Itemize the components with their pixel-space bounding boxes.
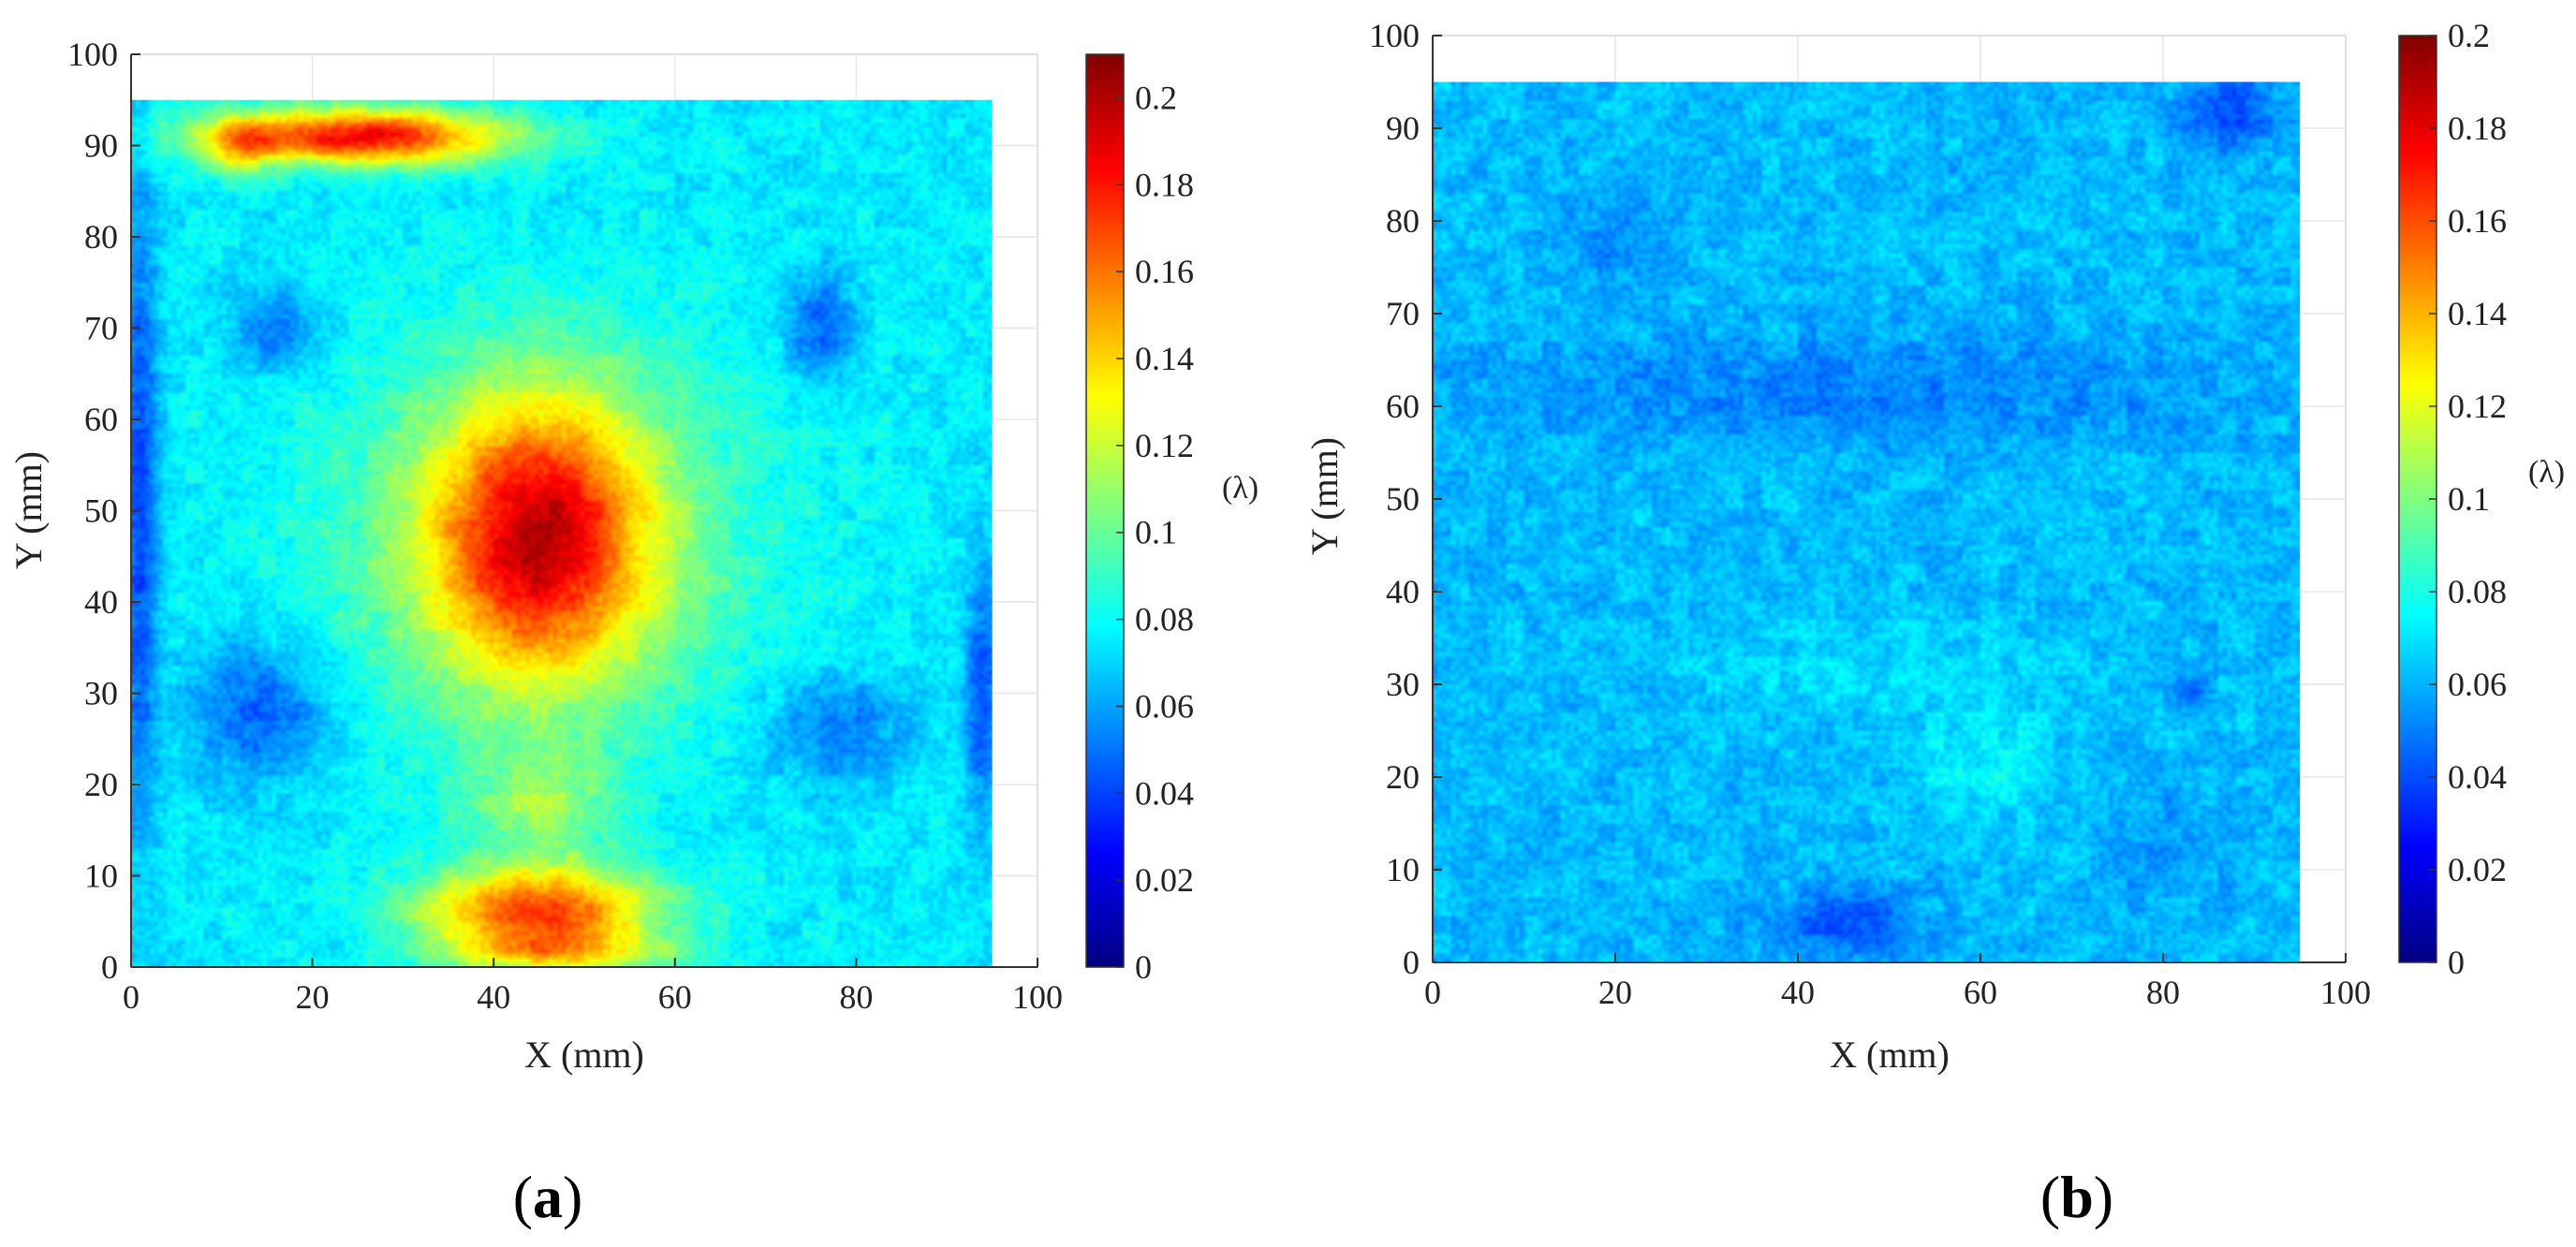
colorbar-tick-label: 0 [1135,948,1152,986]
panel-letter-b: b [2060,1164,2094,1230]
y-tick-label: 90 [1386,110,1420,147]
panel-a: 0 20 40 60 80 100 0 10 20 30 40 50 60 70 80 90 100 X (mm… [7,36,1259,1230]
x-axis-label-b: X (mm) [1830,1034,1950,1076]
panel-b: 0 20 40 60 80 100 0 10 20 30 40 50 60 70 80 90 100 X (mm… [1303,17,2565,1230]
panel-caption-a: (a) [513,1164,583,1230]
y-tick-label: 0 [101,948,118,986]
y-tick-label: 80 [84,218,118,256]
colorbar-ticks-b: 0 0.02 0.04 0.06 0.08 0.1 0.12 0.14 0.16 0.18 0.2 [2429,17,2507,981]
y-tick-label: 10 [1386,851,1420,888]
colorbar-tick-label: 0.14 [1135,340,1194,377]
x-tick-label: 0 [1424,974,1441,1011]
y-tick-label: 70 [1386,295,1420,332]
y-tick-label: 50 [84,492,118,530]
y-tick-label: 80 [1386,202,1420,240]
x-tick-label: 20 [296,978,330,1016]
colorbar-a [1085,53,1125,968]
x-tick-label: 60 [658,978,692,1016]
heatmap-b [1433,81,2301,962]
x-tick-label: 20 [1598,974,1632,1011]
colorbar-tick-label: 0.06 [2448,666,2507,703]
colorbar-label-a: (λ) [1222,471,1259,506]
y-tick-label: 40 [84,583,118,621]
y-tick-label: 100 [1369,17,1420,54]
colorbar-tick-label: 0.16 [1135,253,1194,290]
y-tick-label: 60 [84,401,118,438]
colorbar-tick-label: 0.1 [2448,480,2490,518]
colorbar-tick-label: 0 [2448,944,2465,981]
axes-b: 0 20 40 60 80 100 0 10 20 30 40 50 60 70 80 90 100 [1369,17,2371,1011]
panel-letter-a: a [533,1164,563,1230]
y-axis-label-b: Y (mm) [1303,437,1346,555]
colorbar-tick-label: 0.18 [2448,110,2507,147]
axes-a: 0 20 40 60 80 100 0 10 20 30 40 50 60 70 80 90 100 [67,36,1063,1016]
x-tick-label: 40 [1781,974,1815,1011]
x-tick-label: 80 [2146,974,2180,1011]
y-tick-label: 30 [84,675,118,712]
y-tick-label: 100 [67,36,118,73]
y-tick-label: 0 [1403,944,1420,981]
colorbar-tick-label: 0.14 [2448,295,2507,332]
x-tick-label: 0 [123,978,140,1016]
colorbar-tick-label: 0.06 [1135,687,1194,725]
y-tick-label: 60 [1386,388,1420,425]
colorbar-tick-label: 0.04 [1135,774,1194,812]
y-tick-label: 10 [84,858,118,895]
x-tick-label: 40 [477,978,510,1016]
x-tick-label: 100 [2320,974,2371,1011]
colorbar-tick-label: 0.02 [1135,861,1194,899]
colorbar-tick-label: 0.04 [2448,758,2507,796]
y-tick-label: 20 [1386,758,1420,796]
y-tick-label: 70 [84,310,118,347]
x-axis-label-a: X (mm) [524,1034,644,1076]
colorbar-tick-label: 0.18 [1135,166,1194,203]
y-tick-label: 20 [84,766,118,803]
colorbar-tick-label: 0.02 [2448,851,2507,888]
colorbar-tick-label: 0.2 [2448,17,2490,54]
colorbar-tick-label: 0.12 [1135,427,1194,464]
colorbar-tick-label: 0.08 [2448,573,2507,610]
x-tick-label: 80 [839,978,873,1016]
colorbar-tick-label: 0.1 [1135,514,1177,551]
colorbar-tick-label: 0.12 [2448,388,2507,425]
y-axis-label-a: Y (mm) [7,451,50,569]
panel-caption-b: (b) [2040,1164,2113,1230]
y-tick-label: 50 [1386,480,1420,518]
x-tick-label: 100 [1012,978,1063,1016]
y-tick-label: 40 [1386,573,1420,610]
colorbar-tick-label: 0.2 [1135,79,1177,116]
heatmap-a [131,99,993,967]
y-tick-label: 90 [84,127,118,165]
colorbar-label-b: (λ) [2528,455,2565,490]
y-tick-label: 30 [1386,666,1420,703]
colorbar-tick-label: 0.08 [1135,601,1194,638]
colorbar-ticks-a: 0 0.02 0.04 0.06 0.08 0.1 0.12 0.14 0.16 0.18 0.2 [1116,79,1194,986]
colorbar-tick-label: 0.16 [2448,202,2507,240]
x-tick-label: 60 [1964,974,1997,1011]
